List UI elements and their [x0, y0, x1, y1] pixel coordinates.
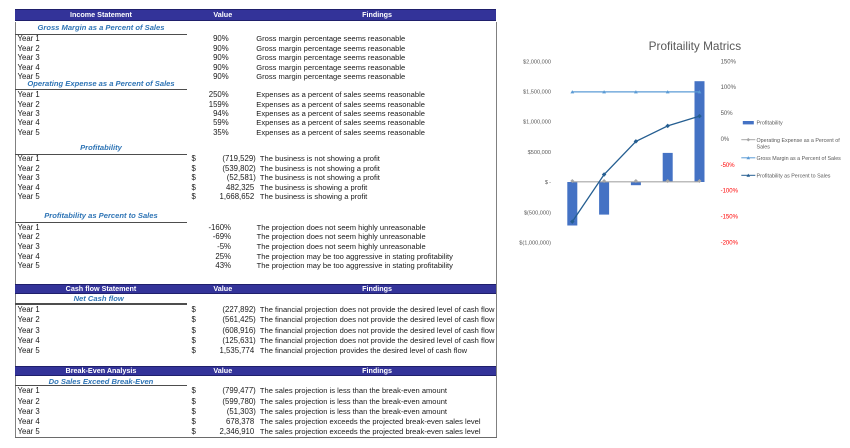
svg-text:Gross Margin as a Percent of S: Gross Margin as a Percent of Sales: [757, 156, 842, 162]
svg-text:150%: 150%: [721, 59, 737, 65]
svg-text:0%: 0%: [721, 137, 730, 143]
svg-text:50%: 50%: [721, 111, 734, 117]
svg-text:$1,000,000: $1,000,000: [523, 120, 551, 126]
svg-text:$(1,000,000): $(1,000,000): [519, 241, 551, 247]
svg-text:$ -: $ -: [545, 180, 551, 186]
svg-text:$1,500,000: $1,500,000: [523, 90, 551, 96]
svg-text:Profitability: Profitability: [757, 121, 783, 127]
svg-text:Profitaility Matrics: Profitaility Matrics: [649, 39, 742, 53]
svg-text:$500,000: $500,000: [528, 150, 551, 156]
svg-text:-150%: -150%: [721, 215, 739, 221]
svg-text:-200%: -200%: [721, 240, 739, 246]
svg-text:Profitability as Percent to Sa: Profitability as Percent to Sales: [757, 173, 831, 179]
svg-text:$2,000,000: $2,000,000: [523, 59, 551, 65]
svg-text:-100%: -100%: [721, 189, 739, 195]
svg-text:Sales: Sales: [757, 145, 771, 151]
svg-text:$(500,000): $(500,000): [524, 210, 551, 216]
svg-text:-50%: -50%: [721, 163, 736, 169]
svg-text:Operating Expense as a Percent: Operating Expense as a Percent of: [757, 138, 841, 144]
svg-text:100%: 100%: [721, 85, 737, 91]
